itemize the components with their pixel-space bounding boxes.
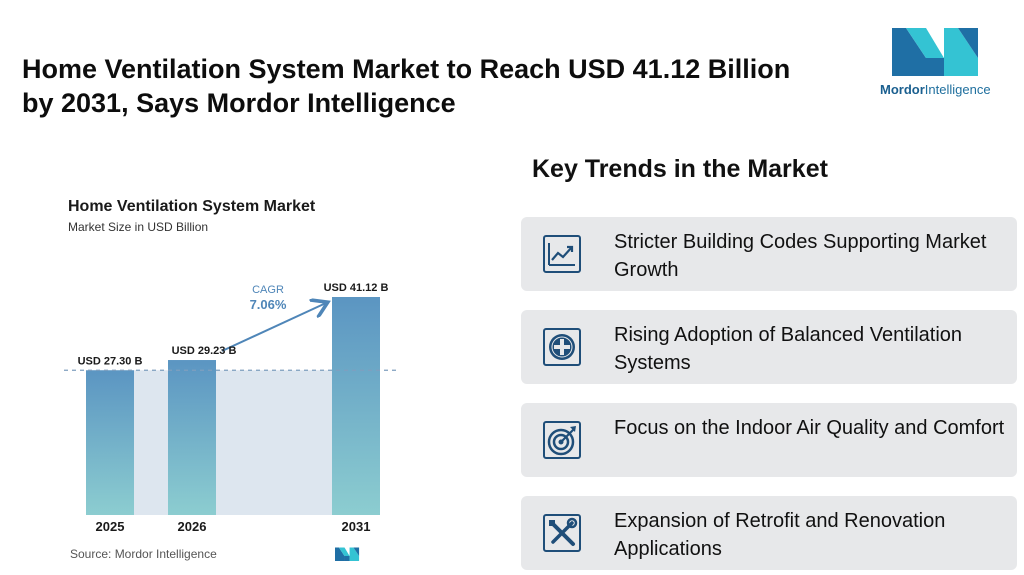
- line-chart-icon: [543, 235, 581, 273]
- trend-text: Rising Adoption of Balanced Ventilation …: [614, 324, 963, 374]
- trend-card-balanced-ventilation: Rising Adoption of Balanced Ventilation …: [521, 310, 1017, 384]
- trend-text: Expansion of Retrofit and Renovation App…: [614, 510, 946, 560]
- cagr-value: 7.06%: [250, 297, 287, 312]
- bar-2026: [168, 360, 216, 515]
- baseline-band: [86, 370, 380, 515]
- brand-logo: MordorIntelligence: [880, 26, 1004, 104]
- chart-subtitle: Market Size in USD Billion: [68, 220, 209, 234]
- data-label-2031: USD 41.12 B: [324, 282, 389, 294]
- data-label-2025: USD 27.30 B: [78, 355, 143, 367]
- cagr-arrow: [221, 303, 326, 352]
- brand-name: MordorIntelligence: [880, 82, 991, 97]
- tick-label-2031: 2031: [342, 519, 371, 534]
- bar-2025: [86, 370, 134, 515]
- tools-icon: [543, 514, 581, 552]
- mordor-logo-icon: [892, 28, 978, 76]
- data-label-2026: USD 29.23 B: [172, 345, 237, 357]
- trend-text: Focus on the Indoor Air Quality and Comf…: [614, 417, 1005, 439]
- chart-title: Home Ventilation System Market: [68, 198, 316, 215]
- tick-label-2025: 2025: [96, 519, 125, 534]
- page-title: Home Ventilation System Market to Reach …: [22, 54, 791, 118]
- cagr-label: CAGR: [252, 284, 284, 296]
- mordor-small-logo-icon: [335, 547, 360, 561]
- tick-label-2026: 2026: [178, 519, 207, 534]
- bar-2031: [332, 297, 380, 515]
- trend-card-retrofit: Expansion of Retrofit and Renovation App…: [521, 496, 1017, 570]
- plus-circle-icon: [543, 328, 581, 366]
- trend-text: Stricter Building Codes Supporting Marke…: [614, 231, 987, 281]
- trend-card-indoor-air-quality: Focus on the Indoor Air Quality and Comf…: [521, 403, 1017, 477]
- bar-chart: CAGR 7.06% USD 27.30 B 2025 USD 29.23 B 202…: [64, 282, 400, 534]
- target-icon: [543, 421, 581, 459]
- trend-card-building-codes: Stricter Building Codes Supporting Marke…: [521, 217, 1017, 291]
- trends-title: Key Trends in the Market: [532, 155, 828, 183]
- chart-source: Source: Mordor Intelligence: [70, 547, 217, 561]
